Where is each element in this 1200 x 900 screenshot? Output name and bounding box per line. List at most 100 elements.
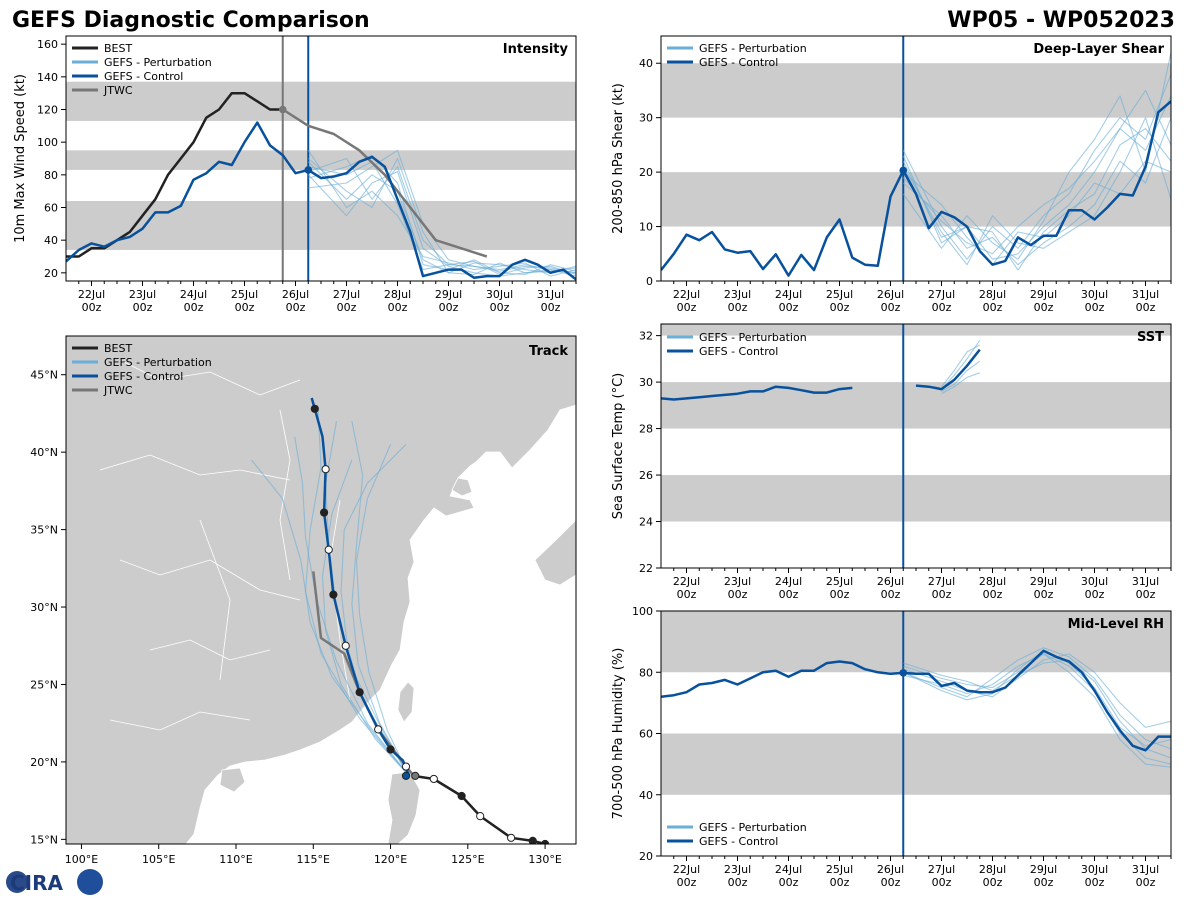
shear-xtick-day: 25Jul — [826, 288, 853, 301]
shear-control-init-point — [899, 166, 908, 175]
intensity-xtick-hour: 00z — [133, 301, 153, 314]
intensity-ytick-label: 120 — [37, 104, 58, 117]
track-marker-gefs-control-12 — [341, 641, 350, 650]
sst-line-gefs-perturbation-3 — [941, 360, 981, 392]
shear-xtick-hour: 00z — [881, 301, 901, 314]
sst-xtick-hour: 00z — [1034, 588, 1054, 601]
intensity-ytick-label: 140 — [37, 71, 58, 84]
legend-label-gefs-control: GEFS - Control — [104, 370, 183, 383]
intensity-line-best-0 — [66, 91, 283, 258]
intensity-title: Intensity — [503, 42, 569, 57]
track-frame — [65, 335, 577, 845]
intensity-xtick-hour: 00z — [286, 301, 306, 314]
shear-band-1 — [661, 63, 1171, 118]
track-line-gefs-perturbation-5 — [355, 444, 410, 777]
intensity-line-gefs-control-2 — [66, 121, 576, 281]
rh-xtick-day: 25Jul — [826, 863, 853, 876]
shear-xtick-hour: 00z — [932, 301, 952, 314]
intensity-ytick-label: 40 — [44, 234, 58, 247]
sst-xtick-day: 26Jul — [877, 575, 904, 588]
sst-xtick-day: 25Jul — [826, 575, 853, 588]
intensity-ytick-label: 60 — [44, 202, 58, 215]
track-xtick-label: 120°E — [374, 853, 407, 866]
rh-xtick-day: 31Jul — [1132, 863, 1159, 876]
intensity-xtick-day: 29Jul — [435, 288, 462, 301]
shear-xtick-hour: 00z — [677, 301, 697, 314]
track-land — [66, 336, 576, 844]
cira-logo-emblem — [6, 871, 28, 893]
intensity-xtick-hour: 00z — [184, 301, 204, 314]
rh-band-0 — [661, 733, 1171, 795]
rh-xtick-day: 22Jul — [673, 863, 700, 876]
intensity-ylabel: 10m Max Wind Speed (kt) — [13, 74, 28, 243]
track-line-gefs-perturbation-9 — [351, 421, 410, 777]
sst-xtick-day: 31Jul — [1132, 575, 1159, 588]
panel-track: 100°E 105°E 110°E 115°E 120°E 125°E 130°E 15°N 2… — [30, 335, 577, 866]
shear-xtick-hour: 00z — [1136, 301, 1156, 314]
legend-label-gefs-perturbation: GEFS - Perturbation — [104, 56, 212, 69]
rh-xtick-hour: 00z — [983, 876, 1003, 889]
shear-ylabel: 200-850 hPa Shear (kt) — [611, 83, 626, 234]
intensity-line-gefs-perturbation-10 — [308, 157, 576, 276]
rh-xtick-day: 29Jul — [1030, 863, 1057, 876]
hainan-land — [219, 767, 246, 793]
sst-line-gefs-control-1 — [915, 348, 981, 391]
sst-xtick-day: 22Jul — [673, 575, 700, 588]
shear-line-gefs-perturbation-5 — [902, 52, 1171, 260]
shear-xtick-hour: 00z — [1034, 301, 1054, 314]
track-marker-best-0 — [540, 839, 550, 844]
shear-ytick-label: 10 — [639, 221, 653, 234]
intensity-xtick-day: 27Jul — [333, 288, 360, 301]
track-xtick-label: 125°E — [451, 853, 484, 866]
rh-line-gefs-control-0 — [661, 649, 1171, 752]
intensity-xtick-day: 30Jul — [486, 288, 513, 301]
intensity-control-init-point — [304, 166, 313, 174]
track-marker-gefs-control-8 — [401, 762, 411, 771]
track-marker-gefs-control-7 — [401, 771, 411, 780]
shear-xtick-hour: 00z — [779, 301, 799, 314]
sst-xtick-hour: 00z — [881, 588, 901, 601]
track-marker-gefs-control-10 — [374, 725, 383, 734]
rh-ylabel: 700-500 hPa Humidity (%) — [611, 648, 626, 820]
sst-ytick-label: 22 — [639, 562, 653, 575]
rh-title: Mid-Level RH — [1068, 617, 1164, 632]
rh-xtick-hour: 00z — [728, 876, 748, 889]
sst-xtick-hour: 00z — [779, 588, 799, 601]
shear-xtick-day: 29Jul — [1030, 288, 1057, 301]
panel-shear: 22Jul00z23Jul00z24Jul00z25Jul00z26Jul00z… — [611, 35, 1172, 314]
sst-line-gefs-control-0 — [661, 385, 853, 401]
rh-band-1 — [661, 611, 1171, 673]
shear-xtick-day: 27Jul — [928, 288, 955, 301]
legend-label-best: BEST — [104, 42, 132, 55]
intensity-xtick-hour: 00z — [337, 301, 357, 314]
rh-xtick-hour: 00z — [1034, 876, 1054, 889]
sst-xtick-day: 28Jul — [979, 575, 1006, 588]
rh-xtick-hour: 00z — [830, 876, 850, 889]
province-borders — [99, 359, 351, 731]
intensity-band-0 — [66, 200, 576, 250]
sst-band-2 — [661, 324, 1171, 336]
track-title: Track — [529, 344, 568, 359]
storm-id: WP05 - WP052023 — [947, 8, 1175, 33]
track-xtick-label: 130°E — [528, 853, 561, 866]
sst-xtick-hour: 00z — [932, 588, 952, 601]
rh-xtick-day: 24Jul — [775, 863, 802, 876]
track-xtick-label: 110°E — [219, 853, 252, 866]
track-ytick-label: 35°N — [30, 524, 58, 537]
track-marker-best-3 — [476, 812, 485, 821]
panel-sst: 22Jul00z23Jul00z24Jul00z25Jul00z26Jul00z… — [611, 323, 1172, 601]
track-ytick-label: 45°N — [30, 369, 58, 382]
shear-xtick-day: 30Jul — [1081, 288, 1108, 301]
shear-xtick-day: 22Jul — [673, 288, 700, 301]
sst-line-gefs-perturbation-5 — [941, 372, 980, 395]
intensity-ytick-label: 160 — [37, 38, 58, 51]
mainland-land — [66, 336, 576, 844]
shear-xtick-hour: 00z — [830, 301, 850, 314]
track-marker-gefs-control-9 — [386, 745, 395, 754]
intensity-xtick-hour: 00z — [388, 301, 408, 314]
shear-line-gefs-control-0 — [661, 100, 1171, 277]
legend-label-gefs-perturbation: GEFS - Perturbation — [699, 821, 807, 834]
sst-ytick-label: 32 — [639, 330, 653, 343]
track-marker-best-5 — [429, 774, 438, 784]
